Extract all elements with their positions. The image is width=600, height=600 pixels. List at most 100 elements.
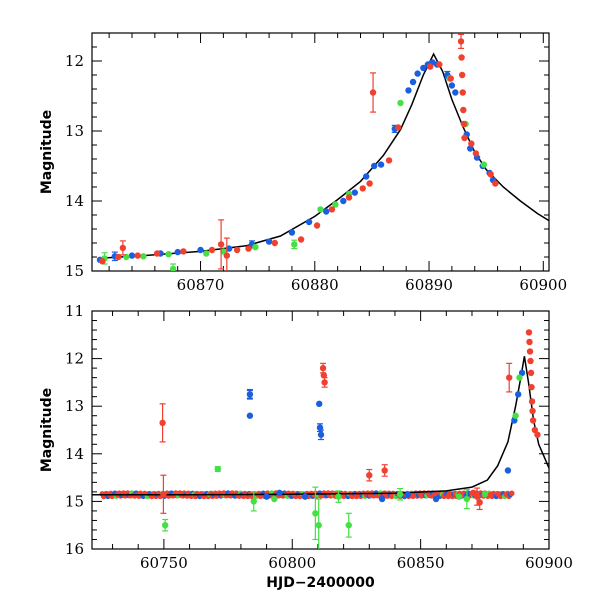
red-data-point <box>208 246 216 254</box>
green-data-point <box>512 412 519 419</box>
baseline-data-point <box>508 490 515 497</box>
red-data-point <box>245 245 252 252</box>
y-tick-label: 15 <box>65 262 84 280</box>
blue-data-point <box>317 431 325 438</box>
blue-data-point <box>378 495 386 503</box>
red-data-point <box>426 63 434 70</box>
red-data-point <box>385 157 393 164</box>
plot-frame <box>91 310 550 550</box>
y-tick-label: 12 <box>65 52 84 70</box>
x-tick-label: 60750 <box>140 554 188 572</box>
green-data-point <box>291 241 298 248</box>
blue-data-point <box>518 369 526 377</box>
green-data-point <box>455 493 463 500</box>
red-data-point <box>366 180 373 187</box>
red-data-point <box>531 426 539 434</box>
bottom-panel-light-curve: 60750 60800 60850 60900 11 12 13 14 15 16 Magnitud… <box>39 302 573 591</box>
red-data-point <box>457 38 465 45</box>
red-data-point <box>529 417 537 424</box>
blue-data-point <box>504 467 512 474</box>
blue-data-point <box>323 208 330 215</box>
plot-area <box>96 33 549 271</box>
y-tick-label: 16 <box>65 540 84 558</box>
red-data-point <box>319 364 327 372</box>
red-data-point <box>473 493 481 500</box>
blue-data-point <box>409 78 417 86</box>
blue-data-point <box>404 491 411 498</box>
blue-data-point <box>466 145 474 152</box>
green-data-point <box>315 522 322 529</box>
red-data-point <box>115 253 122 261</box>
y-tick-label: 13 <box>65 397 84 415</box>
blue-data-point <box>316 424 324 431</box>
x-tick-label: 60880 <box>291 276 339 294</box>
x-tick-label: 60870 <box>177 276 225 294</box>
green-data-point <box>271 495 278 503</box>
green-data-point <box>345 522 352 529</box>
red-data-point <box>217 241 225 248</box>
blue-data-point <box>316 400 323 408</box>
red-data-point <box>233 246 241 254</box>
red-data-point <box>506 374 513 381</box>
red-data-point <box>321 379 328 386</box>
blue-data-point <box>363 173 370 180</box>
green-data-point <box>140 253 147 260</box>
top-panel-light-curve: 60870 60880 60890 60900 12 13 14 15 Magnitude <box>39 32 567 294</box>
y-axis-title: Magnitude <box>39 388 55 472</box>
red-data-point <box>366 472 373 479</box>
y-axis-title: Magnitude <box>39 110 55 194</box>
green-data-point <box>169 265 177 271</box>
red-data-point <box>320 372 328 379</box>
red-data-point <box>492 180 499 187</box>
blue-data-point <box>351 189 358 196</box>
red-data-point <box>359 185 366 192</box>
y-tick-label: 13 <box>65 122 84 140</box>
blue-data-point <box>174 248 181 256</box>
blue-data-point <box>301 493 309 500</box>
plot-frame <box>91 32 550 272</box>
red-data-point <box>159 419 166 427</box>
y-tick-label: 11 <box>65 302 84 320</box>
blue-data-point <box>370 162 378 170</box>
red-data-point <box>534 431 541 438</box>
blue-data-point <box>225 245 233 252</box>
green-data-point <box>480 161 488 168</box>
blue-data-point <box>276 489 283 497</box>
green-data-point <box>516 374 523 381</box>
red-data-point <box>529 407 536 415</box>
red-data-point <box>381 467 388 474</box>
green-data-point <box>397 99 404 107</box>
blue-data-point <box>246 391 254 398</box>
x-tick-label: 60850 <box>397 554 445 572</box>
x-tick-label: 60800 <box>268 554 316 572</box>
red-data-point <box>460 120 468 128</box>
red-data-point <box>436 61 443 68</box>
red-data-point <box>459 89 466 96</box>
red-data-point <box>223 252 231 259</box>
red-data-point <box>447 75 454 82</box>
red-data-point <box>345 194 353 201</box>
green-data-point <box>481 491 489 498</box>
red-data-point <box>458 71 466 79</box>
x-tick-label: 60900 <box>525 554 573 572</box>
red-data-point <box>119 244 127 252</box>
y-tick-label: 12 <box>65 350 84 368</box>
green-data-point <box>312 510 319 517</box>
green-data-point <box>250 498 257 505</box>
green-data-point <box>463 495 471 503</box>
model-curve <box>97 52 549 260</box>
red-data-point <box>527 369 535 377</box>
blue-data-point <box>305 218 313 226</box>
blue-data-point <box>514 391 522 398</box>
blue-data-point <box>452 89 459 96</box>
blue-data-point <box>448 82 456 89</box>
green-data-point <box>161 522 169 529</box>
green-data-point <box>165 251 172 258</box>
red-data-point <box>476 499 483 506</box>
red-data-point <box>153 250 161 257</box>
red-data-point <box>99 258 106 265</box>
red-data-point <box>297 236 305 243</box>
red-data-point <box>328 206 336 213</box>
red-data-point <box>460 106 467 114</box>
